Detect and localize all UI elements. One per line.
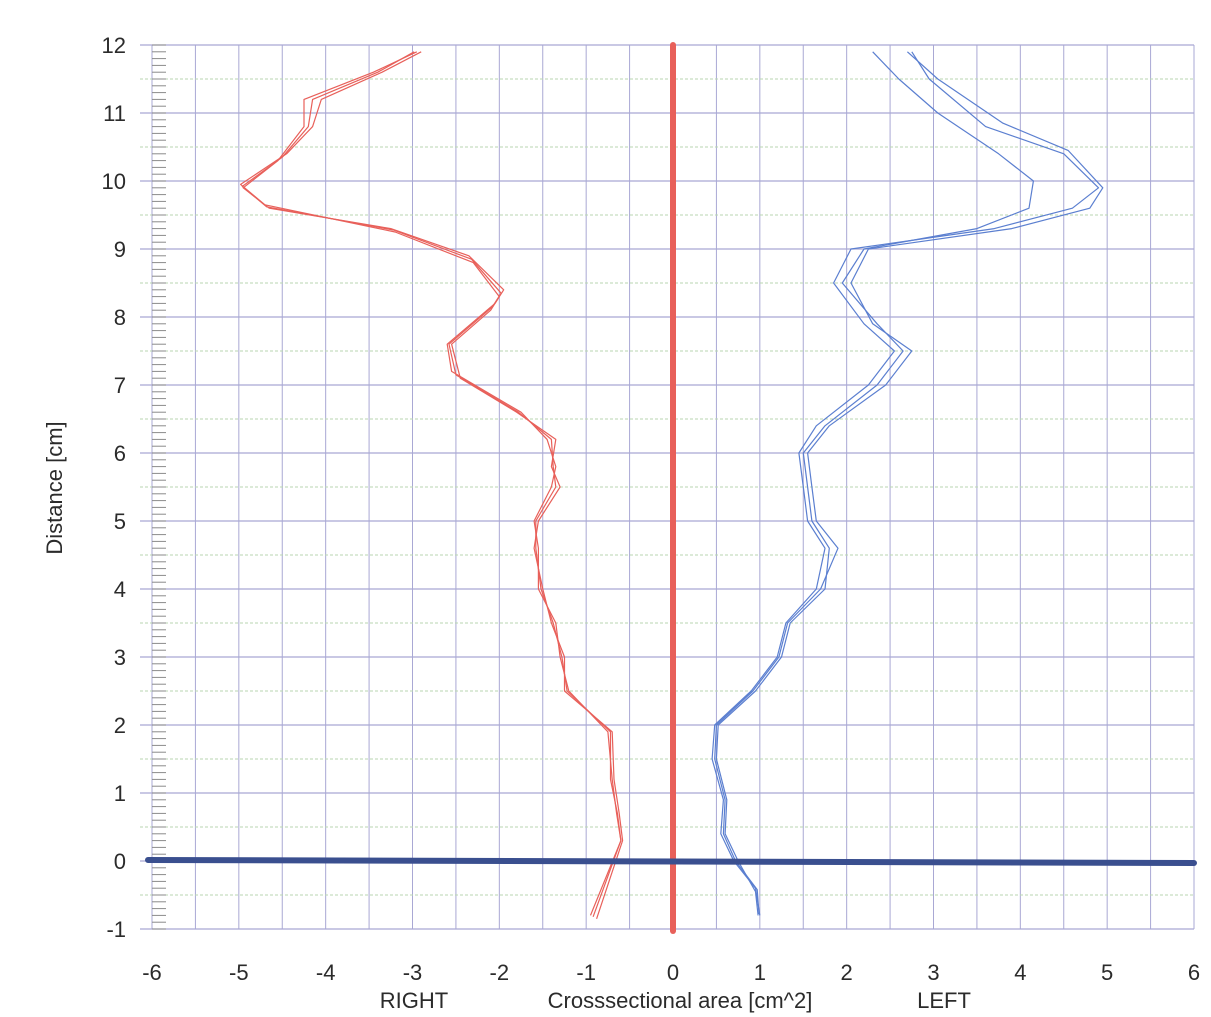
y-tick-label: 2 (114, 713, 126, 738)
x-tick-label: -6 (142, 960, 162, 985)
y-tick-label: 10 (102, 169, 126, 194)
x-tick-label: 1 (754, 960, 766, 985)
y-tick-label: 12 (102, 33, 126, 58)
x-tick-label: 5 (1101, 960, 1113, 985)
x-tick-label: -1 (576, 960, 596, 985)
horizontal-zero-line (145, 857, 1197, 866)
y-tick-label: 9 (114, 237, 126, 262)
series-line-3 (241, 51, 622, 918)
y-tick-label: 0 (114, 849, 126, 874)
series-line-5 (711, 51, 1100, 916)
y-tick-label: 6 (114, 441, 126, 466)
y-tick-label: 7 (114, 373, 126, 398)
x-tick-label: -2 (490, 960, 510, 985)
series-line-2 (240, 51, 624, 919)
y-tick-label: 5 (114, 509, 126, 534)
series-line-6 (714, 51, 1104, 915)
x-side-label-right: RIGHT (380, 988, 448, 1013)
x-tick-label: -4 (316, 960, 336, 985)
reference-lines (145, 42, 1197, 934)
x-tick-label: 4 (1014, 960, 1026, 985)
y-tick-label: 1 (114, 781, 126, 806)
grid (140, 44, 1195, 930)
x-tick-label: 0 (667, 960, 679, 985)
x-axis-title: Crosssectional area [cm^2] (548, 988, 813, 1013)
y-axis-title: Distance [cm] (42, 421, 67, 554)
x-tick-label: 3 (927, 960, 939, 985)
y-tick-label: -1 (106, 917, 126, 942)
series-line-4 (715, 51, 1034, 916)
x-tick-label: -3 (403, 960, 423, 985)
x-side-label-left: LEFT (917, 988, 971, 1013)
y-tick-label: 3 (114, 645, 126, 670)
x-tick-label: 2 (841, 960, 853, 985)
series-group (240, 51, 1104, 919)
x-tick-label: 6 (1188, 960, 1200, 985)
left-minor-ticks (152, 44, 166, 930)
y-tick-label: 11 (103, 101, 126, 126)
x-tick-label: -5 (229, 960, 249, 985)
x-tick-labels: -6 -5 -4 -3 -2 -1 0 1 2 3 4 5 6 (142, 960, 1200, 985)
y-tick-label: 8 (114, 305, 126, 330)
y-tick-label: 4 (114, 577, 126, 602)
